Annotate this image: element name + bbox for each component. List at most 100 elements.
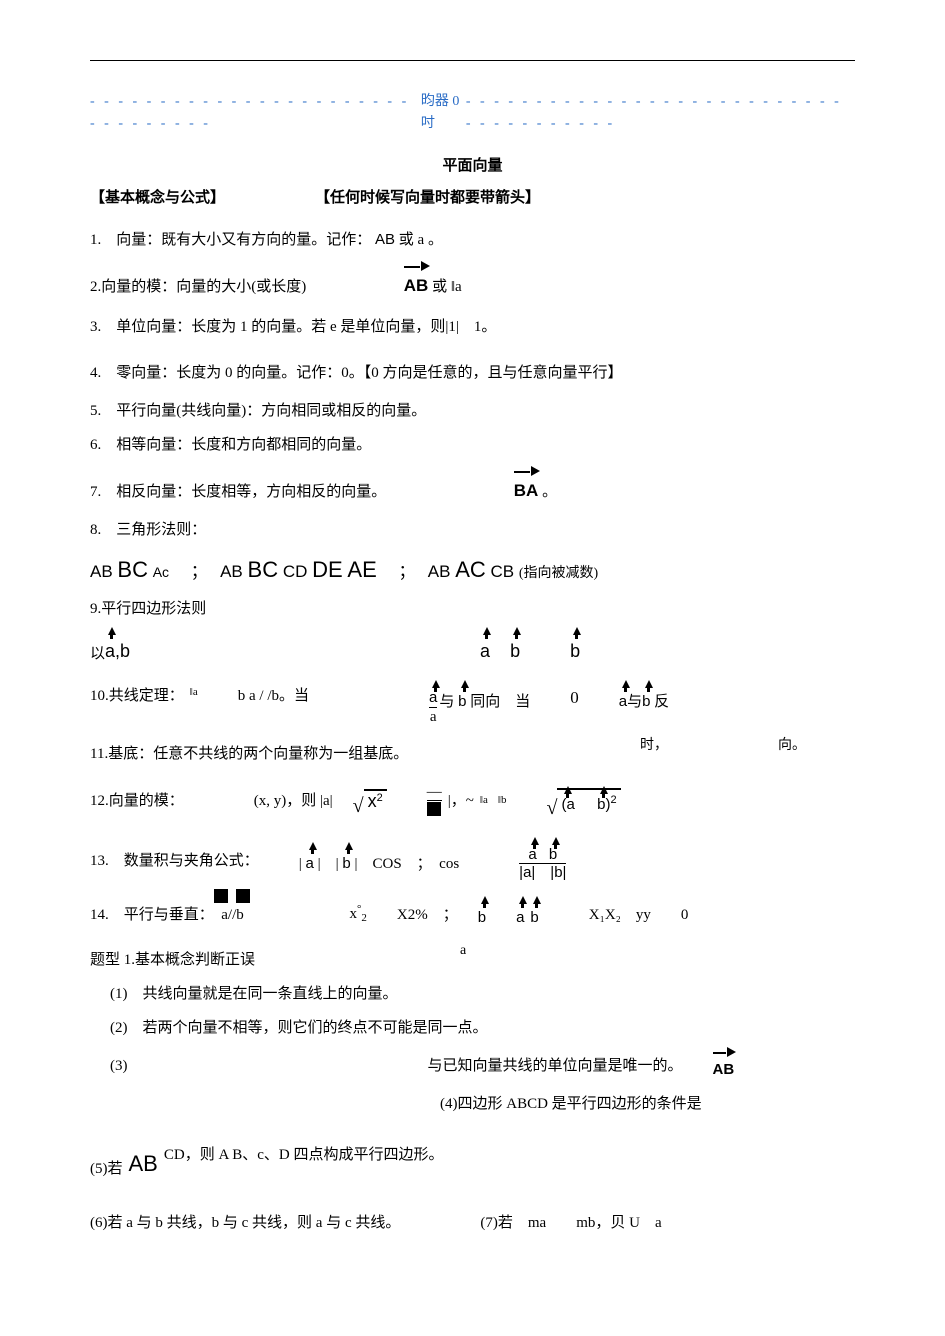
item-1-tail: 或 a 。 [399,232,443,248]
n13-num-a: a [528,841,536,864]
n10-frac-num: a [429,684,437,707]
n14-tail: X₁X₂ yy [589,903,651,927]
dashes-left: - - - - - - - - - - - - - - - - - - - - … [90,91,417,136]
item-2-ab: AB [404,268,429,299]
n9-r3: b [570,631,580,666]
n12-sqrt2-sup: 2 [611,794,617,806]
item-6: 6. 相等向量：长度和方向都相同的向量。 [90,433,855,457]
q3: (3) 与已知向量共线的单位向量是唯一的。 AB [90,1054,855,1082]
n9-prefix: 以 [90,642,105,666]
n13-num-b: b [549,841,557,864]
item-7-ba: BA [514,473,539,504]
dashes-right: - - - - - - - - - - - - - - - - - - - - … [466,91,855,136]
subtitle-row: 【基本概念与公式】 【任何时候写向量时都要带箭头】 [90,186,855,210]
q3-num: (3) [110,1054,128,1078]
item-8-expr: AB BC Ac ； AB BC CD DE AE ； AB AC CB (指向… [90,552,855,587]
n12-sqrt1-x: x [368,791,377,811]
item-9-label: 9.平行四边形法则 [90,597,855,621]
black-box-icon-2 [214,889,228,903]
n12-sqrt2-a: (a [561,790,574,814]
n10-tail3: 向。 [778,735,806,757]
item-7: 7. 相反向量：长度相等，方向相反的向量。 BA 。 [90,473,855,504]
q5-ab: AB [129,1146,158,1181]
item-14: 14. 平行与垂直： a//b x°2 X2% ； b a b X₁X₂ yy … [90,900,855,930]
item-1: 1. 向量：既有大小又有方向的量。记作： AB 或 a 。 [90,228,855,252]
item-4: 4. 零向量：长度为 0 的向量。记作：0。【0 方向是任意的，且与任意向量平行… [90,361,855,385]
q7: (7)若 ma mb，贝 U a [480,1211,661,1235]
n14-mid: x°2 [350,901,367,928]
header-dashed-row: - - - - - - - - - - - - - - - - - - - - … [90,91,855,136]
item-2: 2.向量的模：向量的大小(或长度) AB 或 ‖a [90,268,855,299]
n13-frac: a b |a| |b| [519,841,566,882]
item-2-ab-text: AB [404,276,429,295]
item-2-tail: 或 ‖a [432,279,462,295]
n12-sqrt2: √ (a b)2 [546,788,620,815]
n14-b: b [478,900,486,930]
n14-mid2: X2% ； [397,903,458,927]
n12-label: 12.向量的模： [90,789,184,813]
n13-den: |a| |b| [519,863,566,882]
n12-ma: ‖a [480,792,488,810]
q2: (2) 若两个向量不相等，则它们的终点不可能是同一点。 [90,1016,855,1040]
n9-ab-text: a,b [105,641,130,661]
q3-text: 与已知向量共线的单位向量是唯一的。 [428,1054,683,1078]
subtitle-right: 【任何时候写向量时都要带箭头】 [315,186,540,210]
q6q7: (6)若 a 与 b 共线，b 与 c 共线，则 a 与 c 共线。 (7)若 … [90,1211,855,1235]
item-9-row: 以 a,b a b b [90,631,855,666]
q5-num: (5)若 [90,1157,123,1181]
item-3: 3. 单位向量：长度为 1 的向量。若 e 是单位向量，则|1| 1。 [90,315,855,339]
n10-sup: ‖a [190,684,198,702]
n10-frac-den: a [429,707,437,726]
item-5: 5. 平行向量(共线向量)：方向相同或相反的向量。 [90,399,855,423]
page-title: 平面向量 [90,154,855,178]
n8-d: AB [220,562,243,581]
n12-sqrt1: √ x2 [353,789,387,814]
n10-zero: 0 [570,684,579,711]
n8-g: DE [312,557,343,582]
n8-a: AB [90,562,113,581]
n8-e: BC [248,557,279,582]
question-title: 题型 1.基本概念判断正误 [90,948,855,972]
item-1-text: 1. 向量：既有大小又有方向的量。记作： [90,232,371,248]
n12-sqrt2-b: b) [597,790,610,814]
n8-j: AC [455,557,486,582]
n9-ab: a,b [105,631,130,666]
n8-h: AE [347,557,376,582]
item-1-ab: AB [375,231,395,248]
q5-cd: CD，则 A B、c、D 四点构成平行四边形。 [164,1143,444,1167]
item-10: 10.共线定理： ‖a b a / /b。当 a a 与 b 同向 当 0 a与… [90,684,855,725]
n10-tail1: a与b 反 [619,684,669,714]
n10-mid: b a / /b。当 [238,684,309,708]
n10-tail2: 时， [640,735,668,757]
n8-f: CD [283,562,308,581]
item-11: 11.基底：任意不共线的两个向量称为一组基底。 [90,742,855,766]
q5: (5)若 AB CD，则 A B、c、D 四点构成平行四边形。 [90,1146,855,1181]
n13-lhs: | a | | b | COS ； cos [299,846,459,876]
item-12: 12.向量的模： (x, y)，则 |a| √ x2 — |，~ ‖a ‖b √… [90,784,855,819]
n9-r1: a [480,631,490,666]
black-box-icon [427,802,441,816]
header-center: 昀器 0 吋 [421,91,462,136]
q6: (6)若 a 与 b 共线，b 与 c 共线，则 a 与 c 共线。 [90,1211,400,1235]
q1: (1) 共线向量就是在同一条直线上的向量。 [90,982,855,1006]
n8-note: (指向被减数) [519,566,598,581]
n14-sub-a: a [460,940,466,962]
n12-mb: ‖b [498,792,507,810]
n10-frac-tail: 与 b 同向 当 [439,684,530,714]
item-7-text: 7. 相反向量：长度相等，方向相反的向量。 [90,484,386,500]
n8-k: CB [491,562,515,581]
black-box-icon-3 [236,889,250,903]
q4: (4)四边形 ABCD 是平行四边形的条件是 [90,1092,855,1116]
n8-c: Ac [153,564,169,580]
n10-label: 10.共线定理： [90,684,184,708]
n14-zero: 0 [681,903,689,927]
item-7-ba-text: BA [514,481,539,500]
n8-b: BC [117,557,148,582]
n10-frac: a a [429,684,437,725]
n12-sqrt1-sup: 2 [377,792,383,804]
item-13: 13. 数量积与夹角公式： | a | | b | COS ； cos a b … [90,841,855,882]
item-8-label: 8. 三角形法则： [90,518,855,542]
item-2-text: 2.向量的模：向量的大小(或长度) [90,279,306,295]
n9-r2: b [510,631,520,666]
n14-ab-b: b [530,900,538,930]
